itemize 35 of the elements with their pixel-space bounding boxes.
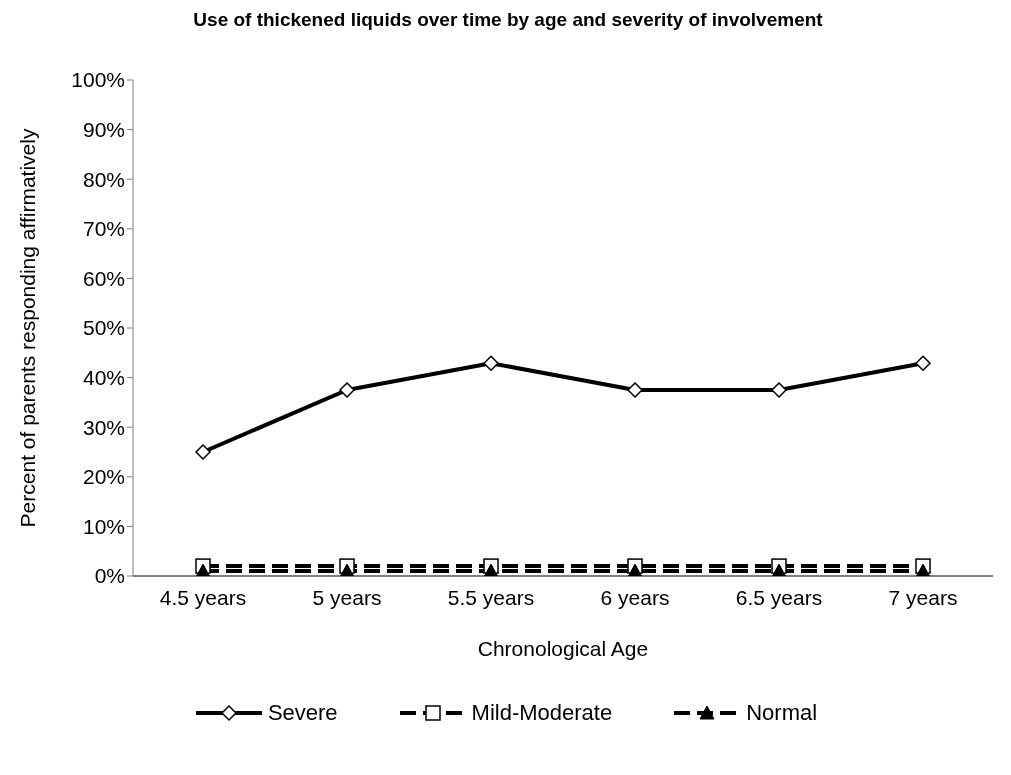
point bbox=[339, 382, 355, 398]
point bbox=[627, 563, 643, 576]
point bbox=[915, 355, 931, 371]
legend-label: Mild-Moderate bbox=[471, 700, 613, 726]
y-tick-label: 80% bbox=[82, 167, 125, 191]
x-tick-label: 6 years bbox=[600, 585, 670, 609]
y-axis-title: Percent of parents responding affirmatively bbox=[16, 128, 40, 528]
point bbox=[195, 563, 211, 576]
x-tick-label: 4.5 years bbox=[159, 585, 247, 609]
x-axis-title: Chronological Age bbox=[477, 637, 649, 660]
point bbox=[483, 355, 499, 371]
chart-title: Use of thickened liquids over time by age and severity of involvement bbox=[192, 8, 824, 32]
y-tick-label: 0% bbox=[94, 564, 125, 588]
x-tick-label: 6.5 years bbox=[735, 585, 823, 609]
point bbox=[627, 382, 643, 398]
y-tick-label: 90% bbox=[82, 118, 125, 142]
point bbox=[771, 563, 787, 576]
y-tick-label: 70% bbox=[82, 217, 125, 241]
legend-label: Severe bbox=[267, 700, 338, 726]
point bbox=[339, 563, 355, 576]
point bbox=[195, 444, 211, 460]
y-tick-label: 40% bbox=[82, 366, 125, 390]
y-tick-label: 50% bbox=[82, 316, 125, 340]
y-tick-label: 30% bbox=[82, 415, 125, 439]
x-tick-label: 7 years bbox=[888, 585, 958, 609]
legend-label: Normal bbox=[746, 700, 818, 726]
y-tick-label: 10% bbox=[82, 514, 125, 538]
point bbox=[915, 563, 931, 576]
x-tick-label: 5 years bbox=[312, 585, 382, 609]
point bbox=[771, 382, 787, 398]
x-tick-label: 5.5 years bbox=[447, 585, 535, 609]
point bbox=[483, 563, 499, 576]
y-tick-label: 100% bbox=[71, 68, 125, 92]
y-tick-label: 20% bbox=[82, 465, 125, 489]
y-tick-label: 60% bbox=[82, 266, 125, 290]
